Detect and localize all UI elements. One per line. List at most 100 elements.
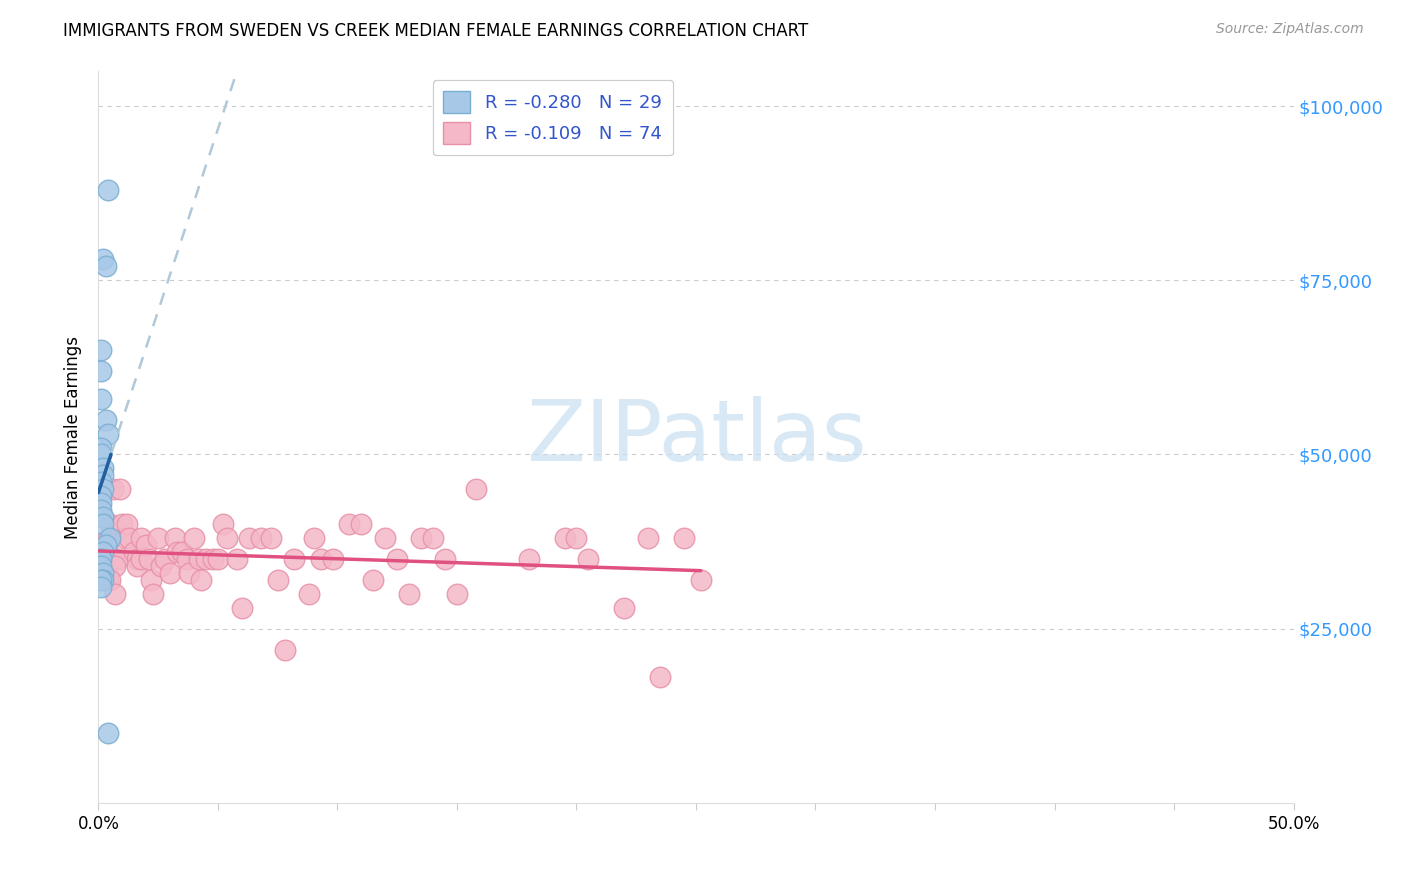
Point bbox=[322, 552, 344, 566]
Point bbox=[274, 642, 297, 657]
Point bbox=[97, 573, 120, 587]
Point bbox=[90, 448, 112, 462]
Point bbox=[90, 364, 112, 378]
Point bbox=[91, 483, 114, 497]
Point bbox=[138, 552, 160, 566]
Point bbox=[250, 531, 273, 545]
Point bbox=[91, 468, 114, 483]
Point bbox=[90, 343, 112, 357]
Point bbox=[374, 531, 396, 545]
Point bbox=[554, 531, 576, 545]
Point bbox=[149, 558, 172, 573]
Point bbox=[97, 531, 120, 545]
Point bbox=[231, 600, 253, 615]
Point bbox=[172, 545, 194, 559]
Point bbox=[339, 517, 361, 532]
Point bbox=[114, 531, 136, 545]
Point bbox=[90, 496, 112, 510]
Point bbox=[226, 552, 249, 566]
Point bbox=[183, 531, 205, 545]
Point bbox=[94, 260, 117, 274]
Point bbox=[187, 552, 209, 566]
Point bbox=[90, 573, 112, 587]
Point bbox=[91, 252, 114, 267]
Point bbox=[259, 531, 281, 545]
Point bbox=[131, 552, 153, 566]
Point bbox=[637, 531, 659, 545]
Point bbox=[139, 573, 162, 587]
Point bbox=[108, 483, 131, 497]
Text: ZIPatlas: ZIPatlas bbox=[526, 395, 866, 479]
Point bbox=[163, 531, 186, 545]
Point bbox=[434, 552, 457, 566]
Point bbox=[90, 475, 112, 490]
Point bbox=[411, 531, 433, 545]
Point bbox=[673, 531, 696, 545]
Point bbox=[94, 552, 117, 566]
Point bbox=[298, 587, 321, 601]
Point bbox=[135, 538, 157, 552]
Point bbox=[190, 573, 212, 587]
Point bbox=[211, 517, 233, 532]
Point bbox=[104, 587, 127, 601]
Point bbox=[98, 531, 122, 545]
Point bbox=[302, 531, 325, 545]
Point bbox=[101, 483, 124, 497]
Point bbox=[94, 538, 117, 552]
Point bbox=[90, 558, 112, 573]
Point bbox=[90, 441, 112, 455]
Point bbox=[309, 552, 332, 566]
Point bbox=[90, 503, 112, 517]
Point bbox=[517, 552, 540, 566]
Point bbox=[90, 552, 112, 566]
Point bbox=[124, 545, 146, 559]
Point bbox=[217, 531, 239, 545]
Point bbox=[97, 426, 120, 441]
Point bbox=[91, 461, 114, 475]
Point bbox=[97, 183, 120, 197]
Point bbox=[97, 545, 120, 559]
Point bbox=[118, 531, 141, 545]
Point bbox=[422, 531, 444, 545]
Point bbox=[90, 392, 112, 406]
Point bbox=[238, 531, 260, 545]
Y-axis label: Median Female Earnings: Median Female Earnings bbox=[65, 335, 83, 539]
Point bbox=[202, 552, 225, 566]
Point bbox=[142, 587, 165, 601]
Point bbox=[148, 531, 170, 545]
Point bbox=[398, 587, 420, 601]
Point bbox=[578, 552, 600, 566]
Point bbox=[131, 531, 153, 545]
Point bbox=[166, 545, 188, 559]
Point bbox=[176, 552, 198, 566]
Text: IMMIGRANTS FROM SWEDEN VS CREEK MEDIAN FEMALE EARNINGS CORRELATION CHART: IMMIGRANTS FROM SWEDEN VS CREEK MEDIAN F… bbox=[63, 22, 808, 40]
Point bbox=[98, 573, 122, 587]
Point bbox=[97, 726, 120, 740]
Point bbox=[101, 552, 124, 566]
Point bbox=[115, 517, 138, 532]
Point bbox=[195, 552, 218, 566]
Point bbox=[689, 573, 711, 587]
Point bbox=[90, 489, 112, 503]
Point bbox=[159, 566, 181, 580]
Point bbox=[125, 558, 148, 573]
Point bbox=[91, 510, 114, 524]
Point bbox=[179, 566, 201, 580]
Point bbox=[107, 552, 129, 566]
Legend: R = -0.280   N = 29, R = -0.109   N = 74: R = -0.280 N = 29, R = -0.109 N = 74 bbox=[433, 80, 672, 155]
Text: Source: ZipAtlas.com: Source: ZipAtlas.com bbox=[1216, 22, 1364, 37]
Point bbox=[155, 552, 177, 566]
Point bbox=[613, 600, 636, 615]
Point bbox=[283, 552, 305, 566]
Point bbox=[267, 573, 290, 587]
Point bbox=[565, 531, 588, 545]
Point bbox=[91, 545, 114, 559]
Point bbox=[385, 552, 409, 566]
Point bbox=[207, 552, 229, 566]
Point bbox=[91, 566, 114, 580]
Point bbox=[90, 580, 112, 594]
Point bbox=[104, 558, 127, 573]
Point bbox=[91, 573, 114, 587]
Point bbox=[111, 517, 134, 532]
Point bbox=[98, 517, 122, 532]
